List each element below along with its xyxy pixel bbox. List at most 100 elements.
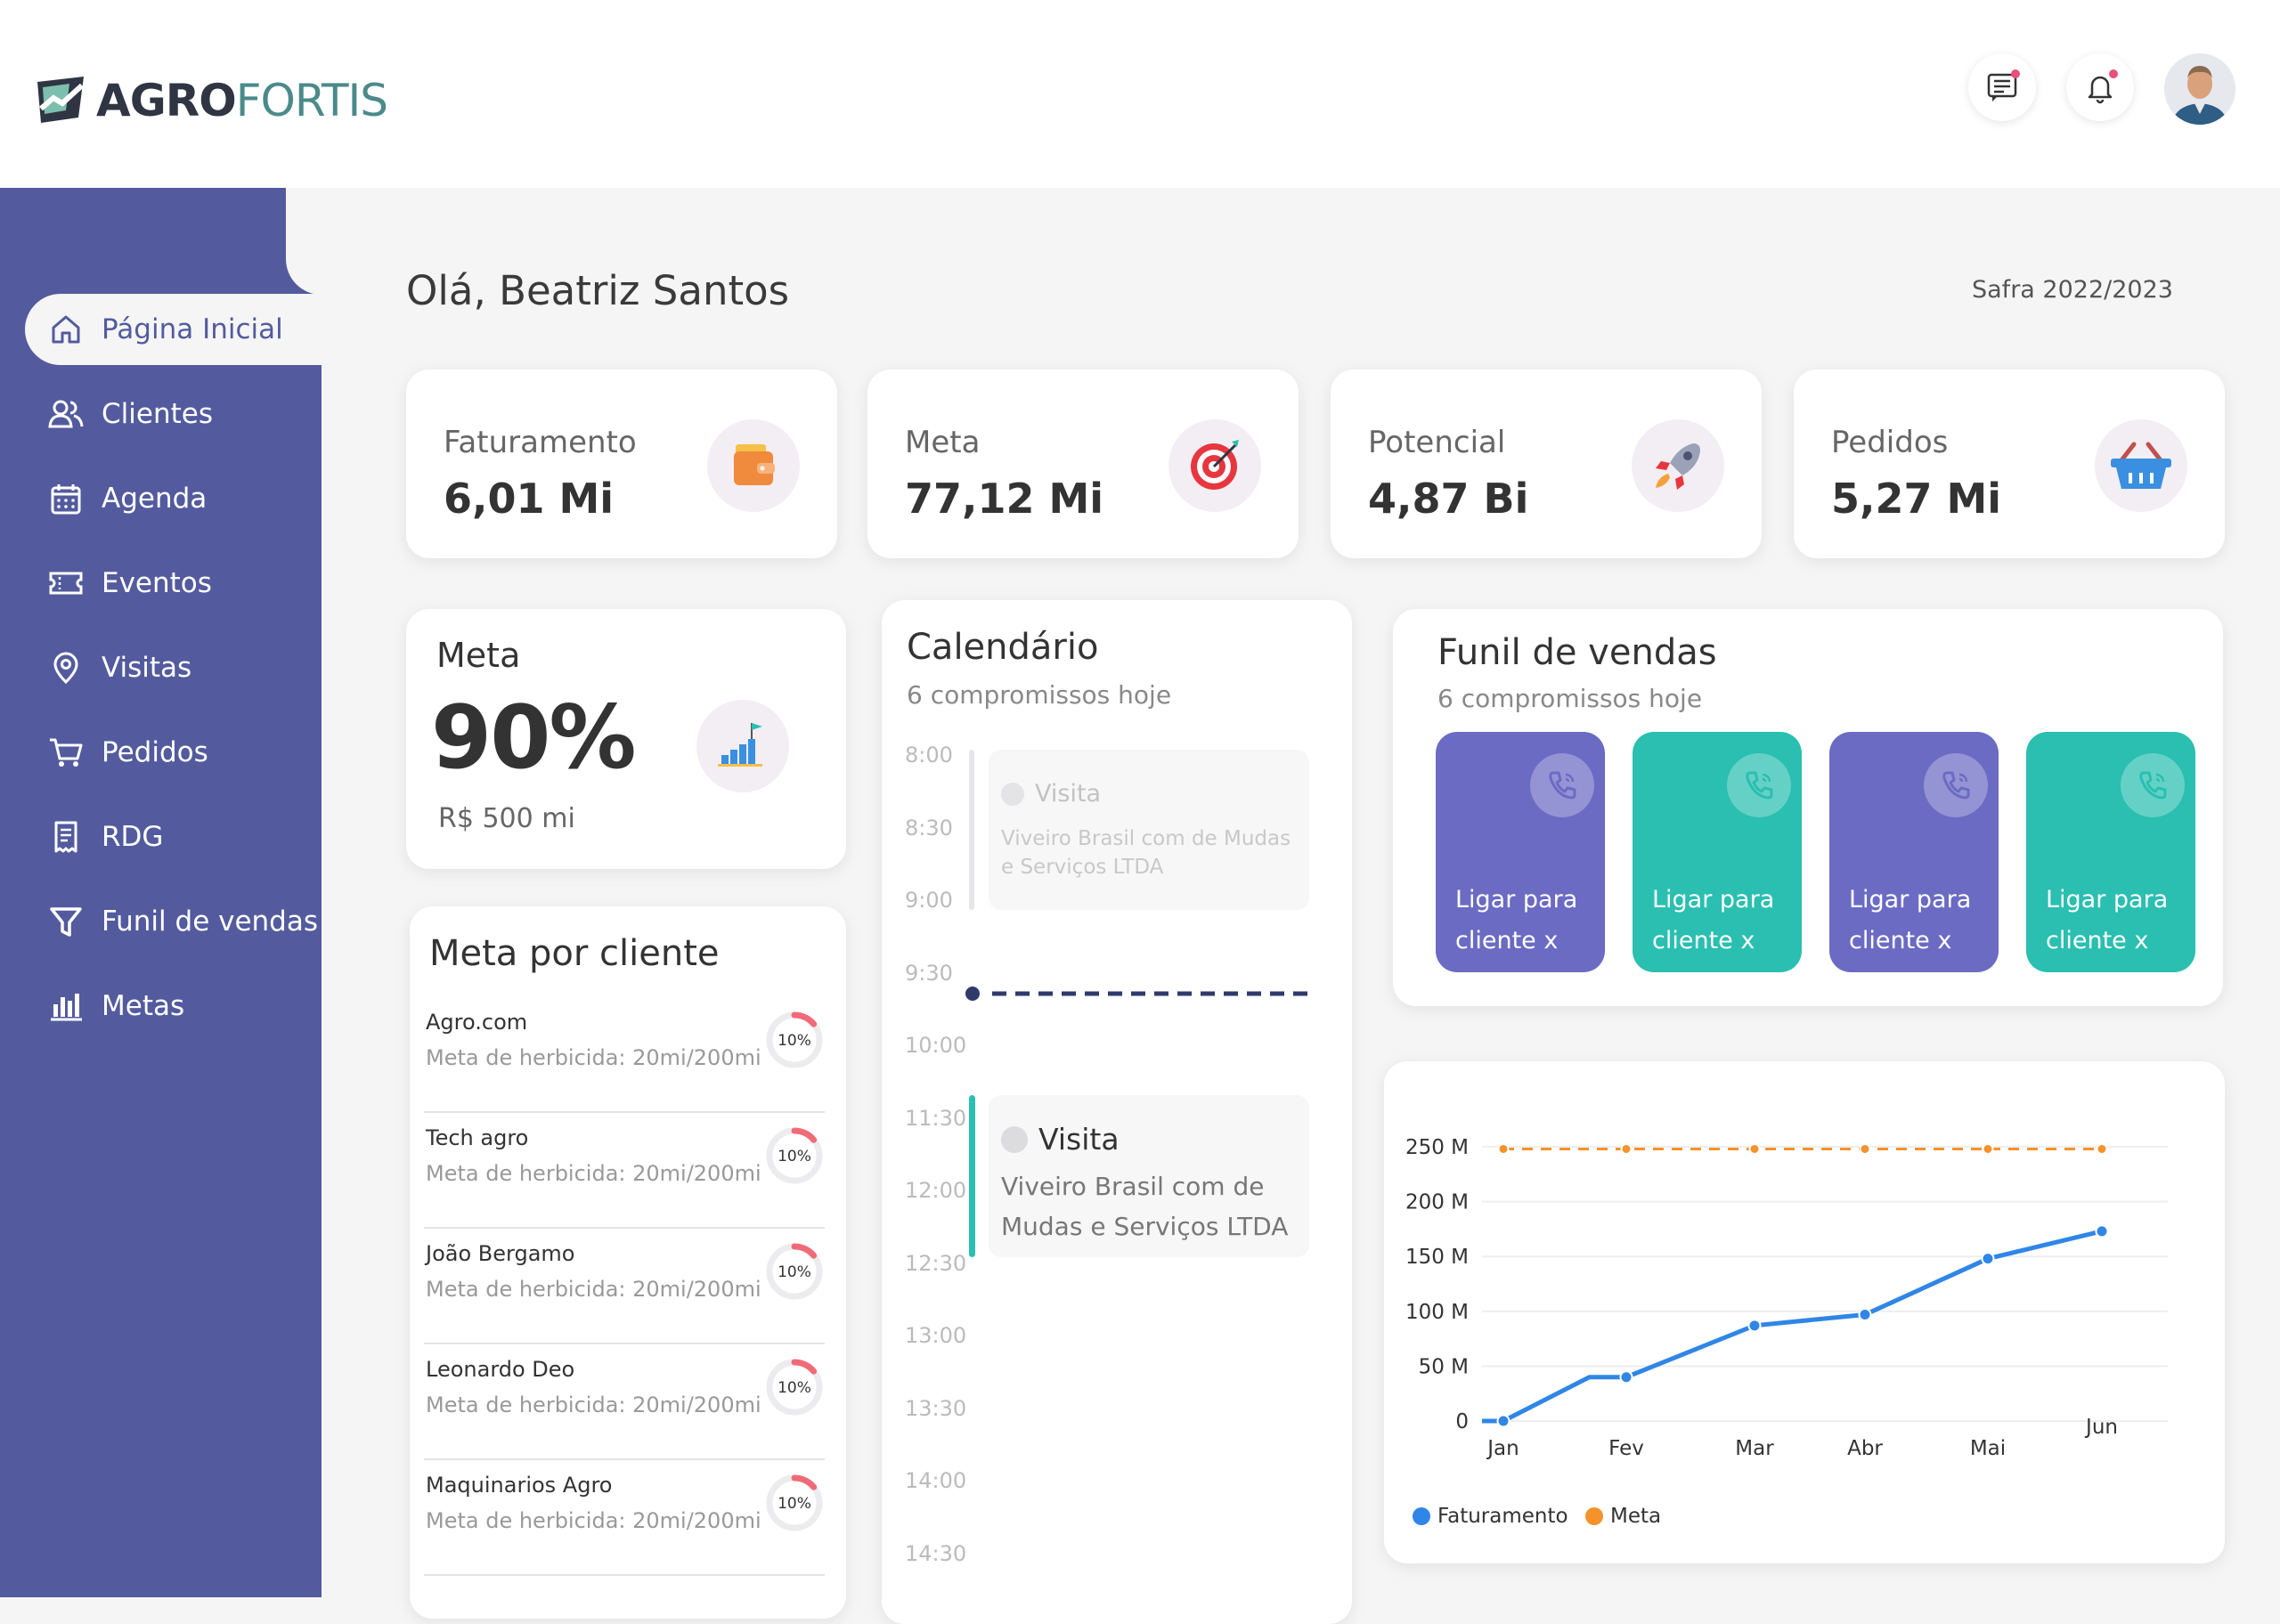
- time-slot: 8:00: [905, 743, 953, 767]
- client-goal: Meta de herbicida: 20mi/200mi: [426, 1277, 761, 1302]
- list-item[interactable]: Leonardo Deo Meta de herbicida: 20mi/200m…: [424, 1344, 825, 1460]
- event-desc: Viveiro Brasil com de Mudas e Serviços L…: [1001, 1172, 1289, 1241]
- data-point[interactable]: [1858, 1307, 1872, 1321]
- x-tick-label: Mar: [1735, 1437, 1774, 1460]
- kpi-label: Potencial: [1368, 425, 1506, 460]
- meta-card[interactable]: Meta 90% R$ 500 mi: [406, 609, 846, 869]
- client-goal: Meta de herbicida: 20mi/200mi: [426, 1161, 761, 1186]
- event-type: Visita: [1035, 780, 1102, 808]
- kpi-card-meta[interactable]: Meta 77,12 Mi: [867, 369, 1299, 558]
- sidebar-notch: [286, 188, 322, 295]
- progress-ring: 10%: [766, 1243, 823, 1300]
- list-item[interactable]: Maquinarios Agro Meta de herbicida: 20mi/…: [424, 1460, 825, 1576]
- chat-icon: [1987, 73, 2017, 102]
- list-item[interactable]: João Bergamo Meta de herbicida: 20mi/200m…: [424, 1229, 825, 1344]
- phone-icon: [2121, 753, 2185, 817]
- page-title: Olá, Beatriz Santos: [406, 267, 790, 314]
- sidebar-item-agenda[interactable]: Agenda: [25, 463, 322, 534]
- data-point[interactable]: [1982, 1142, 1994, 1155]
- meta-card-title: Meta: [436, 636, 521, 675]
- sidebar-item-visitas[interactable]: Visitas: [25, 632, 322, 703]
- kpi-label: Meta: [905, 425, 981, 460]
- y-tick-label: 50 M: [1419, 1355, 1469, 1378]
- event-type: Visita: [1038, 1122, 1120, 1157]
- calendar-card: Calendário 6 compromissos hoje 8:00 8:30 9…: [882, 600, 1352, 1624]
- sidebar-item-eventos[interactable]: Eventos: [25, 548, 322, 619]
- time-slot: 9:30: [905, 960, 953, 986]
- sidebar-item-clientes[interactable]: Clientes: [25, 378, 322, 450]
- kpi-card-potencial[interactable]: Potencial 4,87 Bi: [1331, 369, 1762, 558]
- kpi-card-pedidos[interactable]: Pedidos 5,27 Mi: [1794, 369, 2225, 558]
- notifications-button[interactable]: [2066, 53, 2134, 121]
- meta-card-percent: 90%: [431, 687, 637, 789]
- safra-label: Safra 2022/2023: [1972, 276, 2173, 304]
- data-point[interactable]: [2096, 1142, 2108, 1155]
- data-point[interactable]: [1620, 1142, 1633, 1155]
- progress-ring: 10%: [766, 1474, 823, 1531]
- x-tick-label: Mai: [1970, 1437, 2006, 1460]
- y-tick-label: 150 M: [1405, 1246, 1469, 1269]
- sidebar-item-pedidos[interactable]: Pedidos: [25, 717, 322, 788]
- data-point[interactable]: [1859, 1142, 1871, 1155]
- event-status-dot: [1001, 782, 1024, 806]
- meta-card-subtitle: R$ 500 mi: [438, 803, 575, 834]
- sidebar-item-label: Clientes: [102, 398, 213, 430]
- bar-chart-icon: [46, 987, 86, 1026]
- kpi-card-faturamento[interactable]: Faturamento 6,01 Mi: [406, 369, 837, 558]
- sales-funnel-title: Funil de vendas: [1437, 632, 1717, 673]
- ticket-icon: [46, 564, 86, 603]
- time-slot: 12:30: [905, 1250, 967, 1276]
- kpi-value: 77,12 Mi: [905, 475, 1104, 523]
- kpi-value: 5,27 Mi: [1831, 475, 2002, 523]
- sidebar: [0, 188, 322, 1597]
- client-name: João Bergamo: [426, 1241, 575, 1266]
- funnel-task-card[interactable]: Ligar para cliente x: [1633, 732, 1802, 972]
- calendar-event-faded[interactable]: Visita Viveiro Brasil com de Mudas e Ser…: [989, 750, 1309, 910]
- list-item[interactable]: Tech agro Meta de herbicida: 20mi/200mi 10…: [424, 1113, 825, 1229]
- data-point[interactable]: [1496, 1414, 1510, 1428]
- phone-icon: [1727, 753, 1791, 817]
- receipt-icon: [46, 817, 86, 857]
- wallet-icon: [707, 419, 800, 512]
- avatar[interactable]: [2164, 53, 2235, 125]
- funnel-task-card[interactable]: Ligar para cliente x: [1829, 732, 1999, 972]
- home-icon: [46, 310, 86, 349]
- messages-button[interactable]: [1968, 53, 2036, 121]
- phone-icon: [1924, 753, 1988, 817]
- sales-funnel-card: Funil de vendas 6 compromissos hoje Liga…: [1393, 609, 2223, 1006]
- sidebar-item-rdg[interactable]: RDG: [25, 801, 322, 873]
- x-tick-label: Fev: [1608, 1437, 1644, 1460]
- data-point[interactable]: [1619, 1370, 1633, 1384]
- funnel-task-card[interactable]: Ligar para cliente x: [1436, 732, 1605, 972]
- legend-item[interactable]: Meta: [1585, 1505, 1661, 1528]
- funnel-icon: [46, 902, 86, 941]
- sidebar-item-pagina-inicial[interactable]: Página Inicial: [25, 294, 322, 365]
- time-slot: 14:30: [905, 1540, 967, 1566]
- data-point[interactable]: [2095, 1224, 2109, 1238]
- bell-icon: [2088, 76, 2113, 104]
- legend-item[interactable]: Faturamento: [1413, 1505, 1568, 1528]
- sidebar-item-metas[interactable]: Metas: [25, 970, 322, 1042]
- logo-text: AGROFORTIS: [96, 75, 388, 126]
- funnel-task-label: Ligar para cliente x: [1455, 886, 1578, 954]
- calendar-event[interactable]: Visita Viveiro Brasil com de Mudas e Ser…: [989, 1095, 1309, 1257]
- logo[interactable]: AGROFORTIS: [34, 69, 388, 132]
- x-tick-label: Jan: [1486, 1437, 1519, 1460]
- data-point[interactable]: [1497, 1142, 1510, 1155]
- sidebar-item-funil-de-vendas[interactable]: Funil de vendas: [25, 886, 322, 957]
- y-tick-label: 100 M: [1405, 1301, 1469, 1324]
- y-tick-label: 0: [1455, 1410, 1469, 1433]
- data-point[interactable]: [1748, 1142, 1761, 1155]
- funnel-task-label: Ligar para cliente x: [2046, 886, 2169, 954]
- sidebar-item-label: RDG: [102, 821, 164, 853]
- calendar-title: Calendário: [907, 627, 1099, 668]
- logo-mark-icon: [34, 73, 89, 128]
- list-item[interactable]: Agro.com Meta de herbicida: 20mi/200mi 10%: [424, 997, 825, 1113]
- client-goal: Meta de herbicida: 20mi/200mi: [426, 1393, 761, 1417]
- rocket-icon: [1632, 419, 1724, 512]
- data-point[interactable]: [1981, 1252, 1995, 1266]
- logo-text-part2: FORTIS: [235, 75, 388, 126]
- data-point[interactable]: [1747, 1319, 1762, 1333]
- funnel-task-card[interactable]: Ligar para cliente x: [2026, 732, 2195, 972]
- legend-label: Faturamento: [1437, 1505, 1568, 1528]
